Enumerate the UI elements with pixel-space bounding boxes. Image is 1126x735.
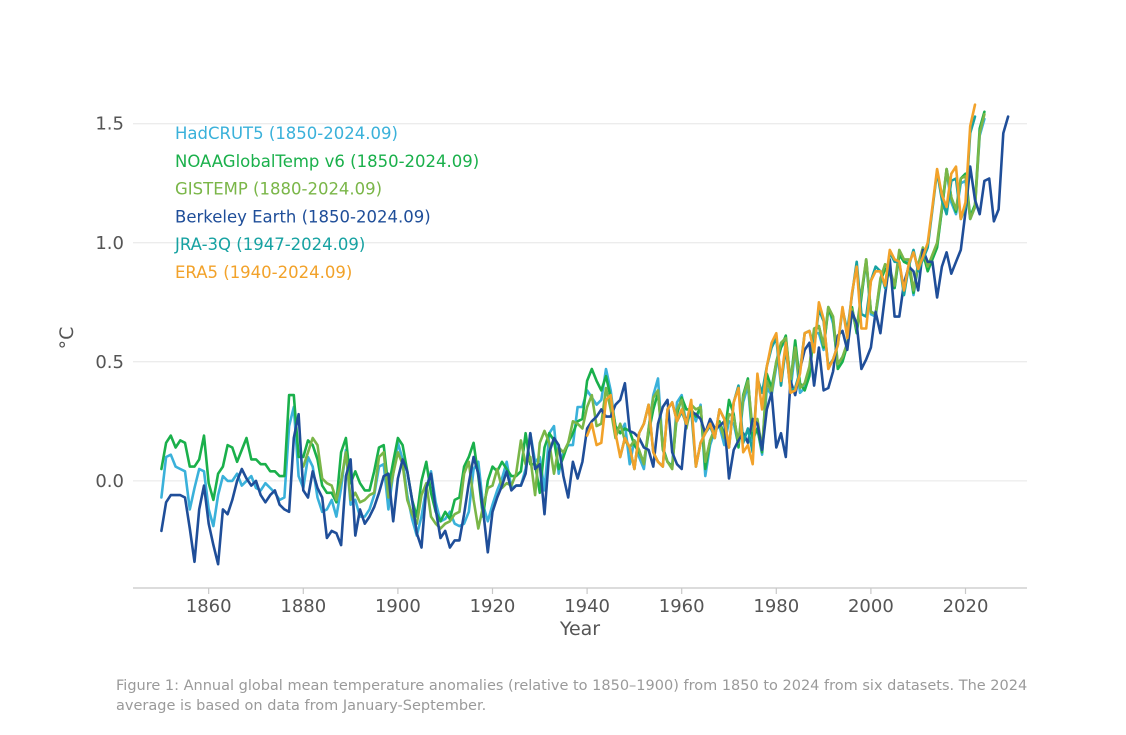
legend-item-hadcrut5: HadCRUT5 (1850-2024.09)	[175, 124, 398, 143]
y-tick-label: 0.0	[95, 471, 124, 492]
series-line-berkeley	[160, 115, 1010, 566]
x-tick-label: 1980	[753, 596, 799, 617]
legend-item-era5: ERA5 (1940-2024.09)	[175, 263, 352, 282]
y-axis-title: °C	[56, 327, 78, 350]
x-tick-label: 1860	[186, 596, 232, 617]
y-tick-label: 1.5	[95, 114, 124, 135]
y-tick-label: 1.0	[95, 233, 124, 254]
x-tick-label: 1880	[280, 596, 326, 617]
x-tick-label: 1920	[470, 596, 516, 617]
legend-item-noaaglobaltemp: NOAAGlobalTemp v6 (1850-2024.09)	[175, 152, 479, 171]
legend-item-jra3q: JRA-3Q (1947-2024.09)	[174, 235, 365, 254]
x-axis-title: Year	[559, 618, 600, 640]
figure-caption: Figure 1: Annual global mean temperature…	[116, 678, 1028, 714]
x-tick-label: 2000	[848, 596, 894, 617]
x-tick-label: 1940	[564, 596, 610, 617]
gridlines	[133, 123, 1027, 482]
series-line-gistemp	[301, 112, 986, 530]
x-axis-ticks: 1860 1880 1900 1920 1940 1960 1980 2000 2020	[186, 588, 989, 617]
legend-item-gistemp: GISTEMP (1880-2024.09)	[175, 180, 382, 199]
x-tick-label: 1960	[659, 596, 705, 617]
series-line-era5	[585, 103, 977, 471]
legend-item-berkeley: Berkeley Earth (1850-2024.09)	[175, 207, 431, 226]
y-tick-label: 0.5	[95, 352, 124, 373]
series-line-jra3q	[618, 115, 977, 471]
y-axis-ticks: 0.0 0.5 1.0 1.5	[95, 114, 124, 492]
legend: HadCRUT5 (1850-2024.09) NOAAGlobalTemp v6…	[174, 124, 479, 282]
x-tick-label: 1900	[375, 596, 421, 617]
series-lines	[160, 103, 1010, 566]
temperature-anomaly-chart: 1860 1880 1900 1920 1940 1960 1980 2000 2020 0.0…	[56, 103, 1027, 640]
x-tick-label: 2020	[943, 596, 989, 617]
